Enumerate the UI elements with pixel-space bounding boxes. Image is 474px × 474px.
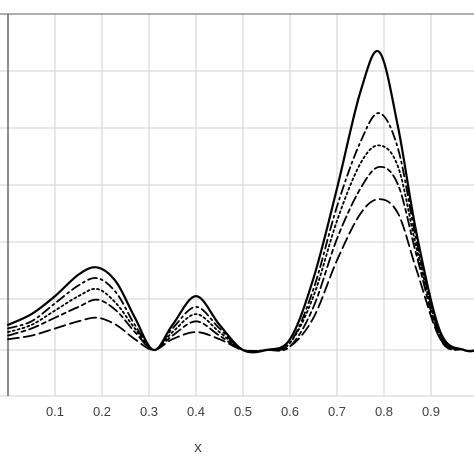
- x-tick-label: 0.7: [328, 404, 346, 419]
- series-line-long-dash-short-dash: [7, 165, 474, 353]
- grid-lines: [0, 13, 474, 397]
- series-line-long-dash: [7, 198, 474, 352]
- series-group: [6, 49, 474, 354]
- x-tick-label: 0.8: [375, 404, 393, 419]
- x-tick-label: 0.1: [46, 404, 64, 419]
- x-tick-label: 0.3: [140, 404, 158, 419]
- x-axis-label: x: [194, 439, 202, 456]
- x-tick-label: 0.9: [422, 404, 440, 419]
- x-tick-label: 0.2: [93, 404, 111, 419]
- x-tick-label: 0.4: [187, 404, 205, 419]
- x-tick-label: 0.6: [281, 404, 299, 419]
- series-line-dash-dot: [7, 112, 474, 353]
- x-tick-label: 0.5: [234, 404, 252, 419]
- x-tick-labels: 0.1 0.2 0.3 0.4 0.5 0.6 0.7 0.8 0.9: [46, 404, 440, 419]
